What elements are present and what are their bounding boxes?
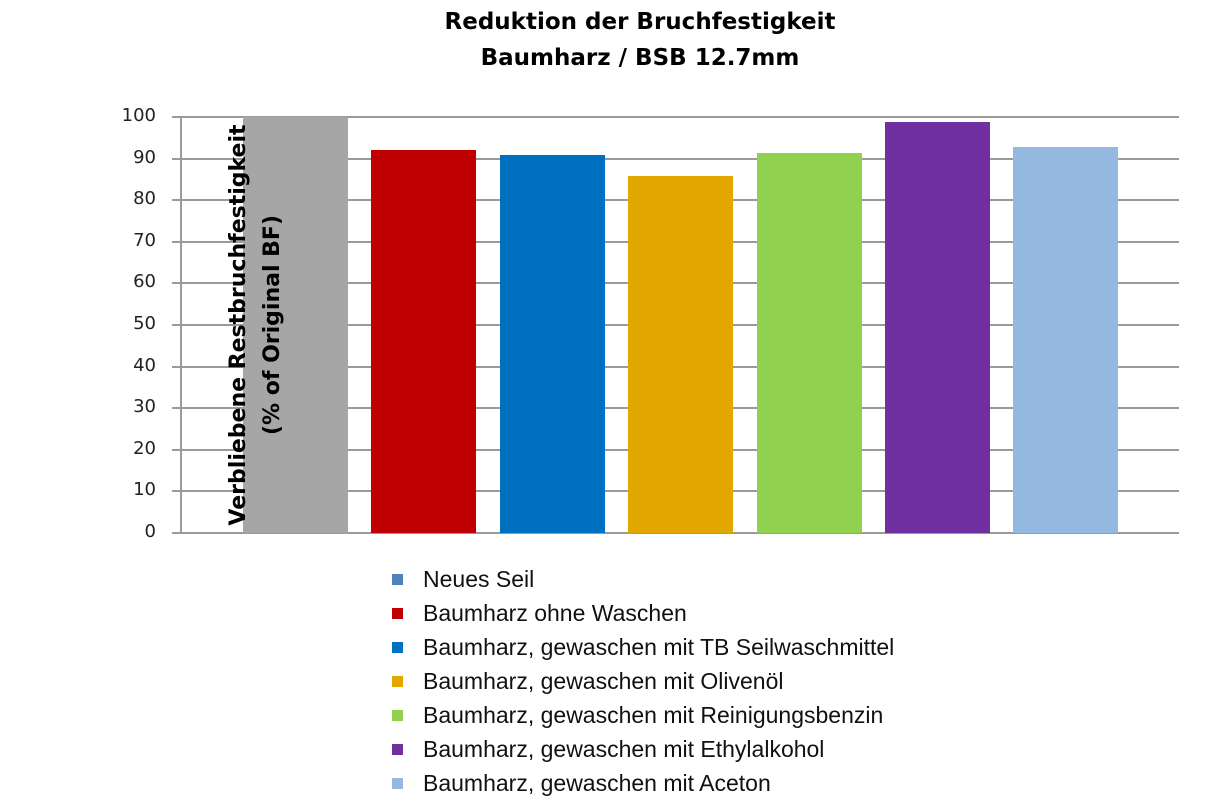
y-tick-label: 10 xyxy=(133,479,156,501)
bar xyxy=(243,117,348,533)
y-tick-label: 80 xyxy=(133,188,156,210)
legend-label: Baumharz, gewaschen mit Ethylalkohol xyxy=(423,735,825,762)
y-tick-label: 40 xyxy=(133,354,156,376)
legend-swatch-icon xyxy=(392,675,403,687)
legend-label: Baumharz, gewaschen mit Reinigungsbenzin xyxy=(423,701,884,728)
y-tick-label: 70 xyxy=(133,229,156,251)
bar xyxy=(885,121,990,533)
y-axis-line xyxy=(180,117,182,534)
y-tick-label: 20 xyxy=(133,437,156,459)
y-tick-label: 60 xyxy=(133,271,156,293)
legend-swatch-icon xyxy=(392,709,403,721)
bar xyxy=(1013,147,1118,533)
bar xyxy=(500,154,605,533)
gridline xyxy=(172,157,1179,160)
legend-item: Baumharz, gewaschen mit Olivenöl xyxy=(392,664,894,698)
chart-subtitle: Baumharz / BSB 12.7mm xyxy=(480,45,800,71)
bar xyxy=(757,152,862,533)
legend-swatch-icon xyxy=(392,573,403,585)
chart-title: Reduktion der Bruchfestigkeit Baumharz /… xyxy=(380,4,900,76)
y-tick-label: 30 xyxy=(133,396,156,418)
chart-title-line1: Reduktion der Bruchfestigkeit xyxy=(444,9,836,35)
legend-item: Baumharz, gewaschen mit TB Seilwaschmitt… xyxy=(392,630,894,664)
y-tick-label: 90 xyxy=(133,146,156,168)
y-tick-label: 100 xyxy=(121,105,156,126)
y-tick-label: 0 xyxy=(144,521,156,542)
legend: Neues Seil Baumharz ohne Waschen Baumharz,… xyxy=(392,562,894,800)
legend-label: Baumharz, gewaschen mit TB Seilwaschmitt… xyxy=(423,633,895,660)
legend-label: Neues Seil xyxy=(423,565,535,592)
y-axis-label-line1: Verbliebene Restbruchfestigkeit xyxy=(226,124,251,526)
legend-swatch-icon xyxy=(392,641,403,653)
legend-item: Baumharz, gewaschen mit Aceton xyxy=(392,766,894,800)
legend-label: Baumharz, gewaschen mit Olivenöl xyxy=(423,667,784,694)
y-tick-label: 50 xyxy=(133,313,156,334)
legend-item: Neues Seil xyxy=(392,562,894,596)
bar xyxy=(371,149,476,533)
legend-swatch-icon xyxy=(392,743,403,755)
y-axis-label-line2: (% of Original BF) xyxy=(260,214,285,436)
plot-area: 0 10 20 30 40 50 60 70 80 90 100 xyxy=(121,105,1179,542)
legend-label: Baumharz ohne Waschen xyxy=(423,599,687,626)
legend-item: Baumharz ohne Waschen xyxy=(392,596,894,630)
bar xyxy=(628,175,733,533)
gridline xyxy=(172,532,1179,534)
legend-swatch-icon xyxy=(392,777,403,789)
gridline xyxy=(172,116,1179,118)
legend-label: Baumharz, gewaschen mit Aceton xyxy=(423,769,771,796)
legend-item: Baumharz, gewaschen mit Reinigungsbenzin xyxy=(392,698,894,732)
legend-swatch-icon xyxy=(392,607,403,619)
legend-item: Baumharz, gewaschen mit Ethylalkohol xyxy=(392,732,894,766)
